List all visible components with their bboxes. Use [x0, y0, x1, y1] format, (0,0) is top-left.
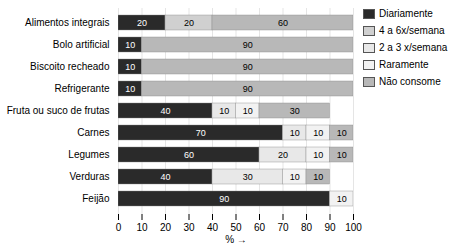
svg-text:20: 20: [137, 18, 147, 28]
svg-text:70: 70: [196, 128, 206, 138]
svg-text:Verduras: Verduras: [69, 171, 109, 182]
svg-text:Feijão: Feijão: [82, 193, 110, 204]
svg-text:0: 0: [116, 222, 122, 233]
svg-text:10: 10: [337, 128, 347, 138]
svg-text:10: 10: [313, 172, 323, 182]
svg-text:10: 10: [136, 222, 148, 233]
svg-text:10: 10: [243, 106, 253, 116]
svg-text:60: 60: [278, 18, 288, 28]
svg-text:10: 10: [125, 40, 135, 50]
svg-text:80: 80: [301, 222, 313, 233]
svg-text:90: 90: [324, 222, 336, 233]
svg-text:60: 60: [184, 150, 194, 160]
svg-text:30: 30: [290, 106, 300, 116]
svg-text:10: 10: [125, 84, 135, 94]
svg-text:30: 30: [243, 172, 253, 182]
svg-text:Fruta ou suco de frutas: Fruta ou suco de frutas: [7, 105, 110, 116]
html-text:2 a 3 x/semana: 2 a 3 x/semana: [379, 42, 448, 53]
html-text:Raramente: Raramente: [379, 59, 429, 70]
svg-text:90: 90: [219, 194, 229, 204]
svg-text:Bolo artificial: Bolo artificial: [53, 39, 110, 50]
svg-text:Alimentos integrais: Alimentos integrais: [25, 17, 109, 28]
svg-text:10: 10: [313, 128, 323, 138]
svg-text:20: 20: [278, 150, 288, 160]
svg-text:100: 100: [345, 222, 362, 233]
svg-text:10: 10: [313, 150, 323, 160]
svg-text:10: 10: [290, 172, 300, 182]
html-text:Diariamente: Diariamente: [379, 8, 433, 19]
svg-text:20: 20: [160, 222, 172, 233]
svg-text:40: 40: [207, 222, 219, 233]
svg-text:50: 50: [230, 222, 242, 233]
svg-text:40: 40: [160, 172, 170, 182]
svg-text:Biscoito recheado: Biscoito recheado: [30, 61, 110, 72]
svg-text:Carnes: Carnes: [77, 127, 109, 138]
svg-text:30: 30: [183, 222, 195, 233]
svg-text:70: 70: [277, 222, 289, 233]
svg-text:60: 60: [254, 222, 266, 233]
svg-text:90: 90: [243, 40, 253, 50]
svg-text:20: 20: [184, 18, 194, 28]
svg-text:10: 10: [125, 62, 135, 72]
svg-text:% →: % →: [225, 234, 247, 245]
svg-text:90: 90: [243, 84, 253, 94]
svg-text:10: 10: [337, 194, 347, 204]
svg-text:10: 10: [219, 106, 229, 116]
svg-text:10: 10: [337, 150, 347, 160]
svg-text:90: 90: [243, 62, 253, 72]
svg-text:10: 10: [290, 128, 300, 138]
html-text:Não consome: Não consome: [379, 76, 441, 87]
svg-text:Legumes: Legumes: [68, 149, 109, 160]
html-text:4 a 6x/semana: 4 a 6x/semana: [379, 25, 445, 36]
svg-text:Refrigerante: Refrigerante: [54, 83, 109, 94]
svg-text:40: 40: [160, 106, 170, 116]
